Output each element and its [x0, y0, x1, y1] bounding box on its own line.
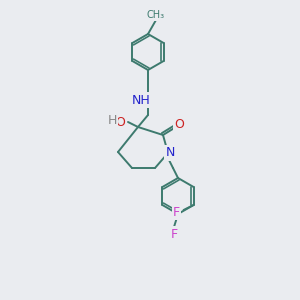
Text: F: F — [173, 206, 180, 218]
Text: O: O — [174, 118, 184, 131]
Text: N: N — [165, 146, 175, 160]
Text: O: O — [115, 116, 125, 128]
Text: NH: NH — [132, 94, 150, 106]
Text: H: H — [107, 113, 117, 127]
Text: F: F — [170, 227, 178, 241]
Text: CH₃: CH₃ — [147, 10, 165, 20]
